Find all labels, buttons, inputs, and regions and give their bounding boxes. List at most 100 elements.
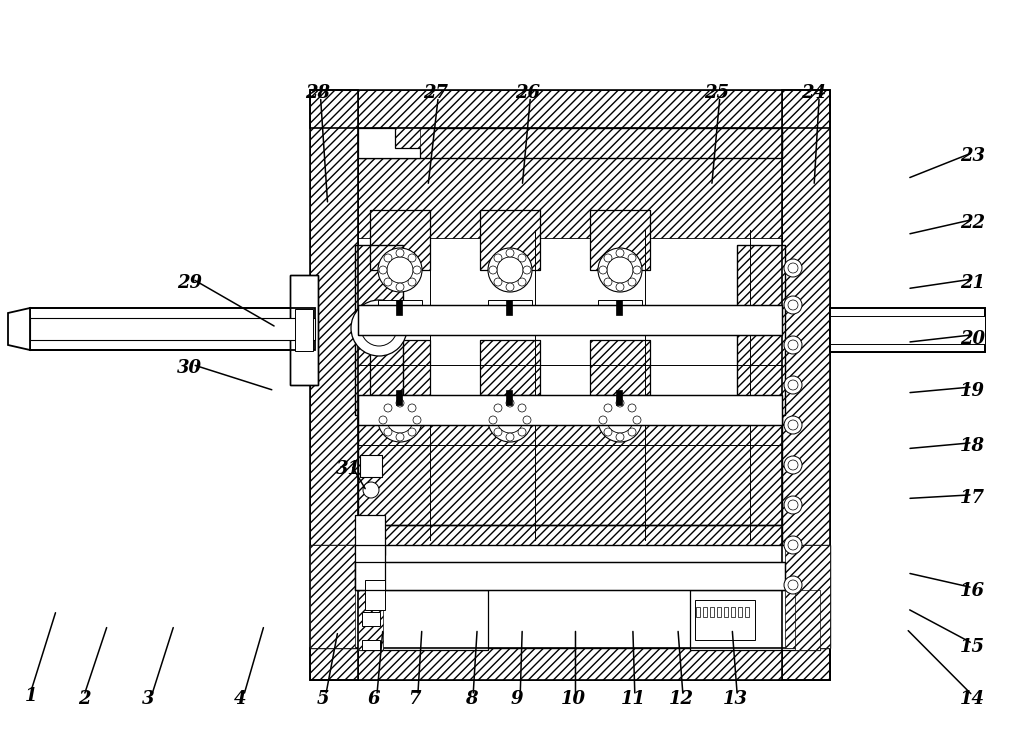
- Bar: [310, 648, 830, 680]
- Text: 31: 31: [336, 460, 360, 478]
- Bar: [785, 545, 830, 648]
- Circle shape: [489, 416, 497, 424]
- Bar: [370, 210, 430, 270]
- Circle shape: [413, 416, 421, 424]
- Circle shape: [628, 254, 636, 262]
- Bar: [378, 300, 422, 312]
- Circle shape: [784, 336, 802, 354]
- Circle shape: [599, 416, 607, 424]
- Circle shape: [523, 266, 531, 274]
- Bar: [696, 607, 700, 617]
- Text: 22: 22: [961, 214, 985, 232]
- Bar: [358, 158, 782, 238]
- Bar: [598, 300, 642, 312]
- Polygon shape: [358, 128, 420, 158]
- Circle shape: [604, 404, 612, 412]
- Circle shape: [598, 248, 642, 292]
- Bar: [310, 90, 830, 128]
- Text: 27: 27: [423, 84, 447, 102]
- Circle shape: [616, 283, 624, 291]
- Text: 15: 15: [961, 638, 985, 656]
- Text: 13: 13: [723, 690, 748, 708]
- Bar: [362, 612, 380, 626]
- Bar: [358, 415, 782, 525]
- Bar: [737, 245, 785, 415]
- Bar: [355, 515, 385, 555]
- Bar: [358, 128, 782, 158]
- Bar: [355, 545, 370, 590]
- Bar: [295, 309, 313, 351]
- Circle shape: [379, 416, 387, 424]
- Circle shape: [788, 500, 798, 510]
- Circle shape: [518, 278, 526, 286]
- Circle shape: [351, 300, 407, 356]
- Circle shape: [488, 248, 532, 292]
- Circle shape: [396, 433, 404, 441]
- Text: 10: 10: [561, 690, 586, 708]
- Bar: [358, 525, 782, 600]
- Text: 25: 25: [705, 84, 729, 102]
- Circle shape: [408, 254, 416, 262]
- Bar: [290, 275, 318, 385]
- Text: 7: 7: [409, 690, 421, 708]
- Circle shape: [384, 404, 392, 412]
- Text: 30: 30: [177, 359, 202, 377]
- Circle shape: [396, 249, 404, 257]
- Text: 17: 17: [961, 490, 985, 507]
- Circle shape: [396, 283, 404, 291]
- Circle shape: [788, 580, 798, 590]
- Bar: [358, 305, 782, 335]
- Circle shape: [599, 266, 607, 274]
- Bar: [480, 210, 540, 270]
- Bar: [703, 607, 707, 617]
- Text: 5: 5: [316, 690, 329, 708]
- Bar: [616, 390, 622, 405]
- Text: 9: 9: [511, 690, 523, 708]
- Bar: [737, 245, 785, 415]
- Text: 26: 26: [515, 84, 540, 102]
- Text: 2: 2: [78, 690, 90, 708]
- Circle shape: [788, 380, 798, 390]
- Bar: [355, 245, 403, 415]
- Circle shape: [506, 249, 514, 257]
- Circle shape: [784, 456, 802, 474]
- Circle shape: [784, 259, 802, 277]
- Bar: [590, 340, 650, 395]
- Text: 24: 24: [802, 84, 826, 102]
- Bar: [290, 275, 318, 385]
- Circle shape: [598, 398, 642, 442]
- Circle shape: [378, 398, 422, 442]
- Polygon shape: [8, 308, 30, 350]
- Bar: [355, 245, 403, 415]
- Text: 4: 4: [234, 690, 247, 708]
- Bar: [310, 90, 358, 680]
- Bar: [290, 275, 318, 385]
- Circle shape: [396, 399, 404, 407]
- Bar: [830, 308, 985, 352]
- Circle shape: [788, 420, 798, 430]
- Bar: [480, 210, 540, 270]
- Circle shape: [384, 278, 392, 286]
- Bar: [358, 305, 782, 335]
- Circle shape: [518, 428, 526, 436]
- Bar: [795, 590, 820, 650]
- Bar: [355, 515, 385, 555]
- Bar: [310, 90, 358, 680]
- Circle shape: [784, 536, 802, 554]
- Bar: [395, 128, 420, 148]
- Circle shape: [628, 404, 636, 412]
- Circle shape: [518, 404, 526, 412]
- Bar: [358, 415, 782, 525]
- Circle shape: [633, 416, 641, 424]
- Circle shape: [784, 496, 802, 514]
- Bar: [355, 562, 785, 590]
- Bar: [480, 340, 540, 395]
- Text: 14: 14: [961, 690, 985, 708]
- Circle shape: [408, 428, 416, 436]
- Circle shape: [788, 540, 798, 550]
- Circle shape: [784, 416, 802, 434]
- Circle shape: [788, 340, 798, 350]
- Circle shape: [387, 407, 413, 433]
- Circle shape: [788, 300, 798, 310]
- Bar: [724, 607, 728, 617]
